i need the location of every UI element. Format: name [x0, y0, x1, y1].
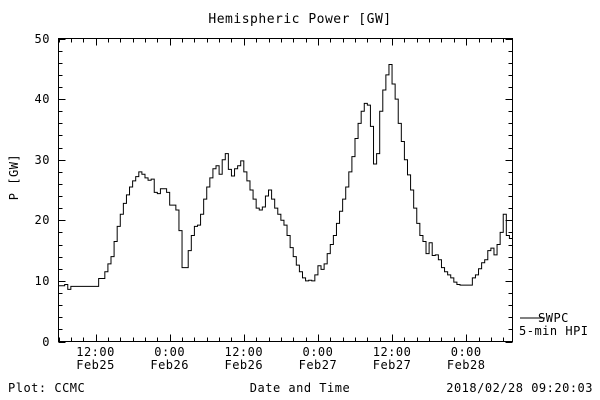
y-axis-label: P [GW]: [7, 153, 21, 201]
x-tick-label: 0:00 Feb28: [421, 346, 511, 372]
x-tick-time: 0:00: [302, 345, 334, 359]
x-tick-label: 0:00 Feb26: [125, 346, 215, 372]
x-tick-label: 12:00 Feb26: [199, 346, 289, 372]
x-tick-date: Feb26: [224, 358, 264, 372]
x-axis-ticks: [59, 38, 504, 342]
y-tick-label: 10: [34, 273, 50, 288]
x-tick-time: 12:00: [76, 345, 115, 359]
x-tick-time: 0:00: [154, 345, 186, 359]
plot-credit: Plot: CCMC: [8, 381, 86, 395]
x-tick-time: 12:00: [372, 345, 412, 359]
x-tick-date: Feb28: [446, 358, 486, 372]
plot-frame: [58, 38, 513, 342]
y-tick-label: 20: [34, 213, 50, 228]
y-tick-label: 30: [34, 152, 50, 167]
x-tick-time: 0:00: [450, 345, 482, 359]
y-tick-label: 40: [34, 92, 50, 107]
x-tick-label: 0:00 Feb27: [273, 346, 363, 372]
x-tick-label: 12:00 Feb27: [347, 346, 437, 372]
x-tick-date: Feb27: [298, 358, 338, 372]
page-title: Hemispheric Power [GW]: [208, 12, 392, 27]
x-tick-label: 12:00 Feb25: [51, 346, 141, 372]
x-tick-time: 12:00: [224, 345, 264, 359]
x-tick-date: Feb25: [76, 358, 115, 372]
data-series-group: [58, 64, 513, 290]
x-tick-date: Feb27: [372, 358, 412, 372]
plot-timestamp: 2018/02/28 09:20:03: [446, 381, 593, 395]
legend-series-sublabel: 5-min HPI: [519, 324, 589, 338]
y-tick-label: 50: [34, 31, 50, 46]
x-axis-label: Date and Time: [249, 381, 351, 395]
x-tick-date: Feb26: [150, 358, 189, 372]
series-line-swpc: [58, 64, 513, 290]
y-axis-ticks: [58, 39, 513, 343]
legend-series-label: SWPC: [538, 311, 569, 325]
y-tick-label: 0: [42, 334, 50, 349]
